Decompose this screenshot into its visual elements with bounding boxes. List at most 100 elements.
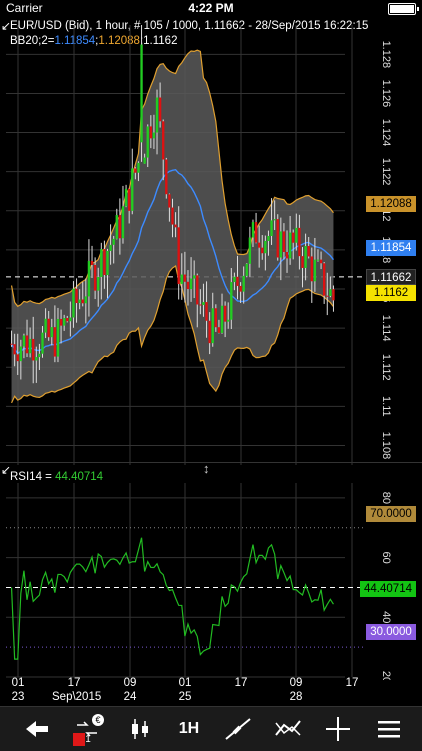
candle-bullish [248, 237, 252, 264]
currency-badge: 1 [85, 734, 91, 745]
candle-bullish [329, 289, 332, 296]
bb-lower-price-label: 1.1162 [366, 285, 416, 301]
back-button[interactable] [12, 707, 62, 751]
rsi-chart[interactable]: 80 60 40 20 [0, 465, 422, 680]
candle-bearish [199, 304, 202, 306]
candle-bullish [251, 222, 255, 238]
chart-type-button[interactable] [115, 707, 165, 751]
rsi-header: RSI14 = 44.40714 [10, 471, 103, 483]
candle-bearish [127, 188, 131, 211]
candle-bullish [230, 282, 233, 320]
candle-bullish [38, 353, 41, 358]
bb-upper-value: 1.11854 [54, 35, 96, 47]
candle-bearish [177, 227, 180, 284]
candle-bullish [112, 238, 115, 245]
candle-bearish [47, 318, 50, 338]
candle-bullish [109, 244, 112, 251]
price-chart[interactable]: 1.1281.1261.1241.1221.121.1181.1161.1141… [0, 15, 422, 465]
price-tick-label: 1.122 [380, 158, 392, 186]
bb-last-value: 1.1162 [143, 35, 178, 47]
candle-bearish [168, 194, 171, 208]
bollinger-lower-line [11, 264, 334, 404]
candle-bearish [285, 251, 289, 259]
clock: 4:22 PM [188, 1, 234, 15]
candle-bullish [192, 275, 196, 279]
candle-bullish [87, 260, 91, 297]
price-tick-label: 1.128 [380, 41, 392, 69]
candle-bullish [267, 235, 270, 241]
resize-handle-icon[interactable]: ↕ [203, 461, 210, 476]
menu-button[interactable] [364, 707, 414, 751]
candle-bullish [100, 249, 103, 277]
candle-bullish [19, 346, 23, 362]
candle-bearish [174, 224, 177, 228]
candle-bearish [165, 159, 168, 195]
x-tick-label: 17 [345, 677, 359, 689]
battery-icon [388, 3, 419, 15]
hamburger-menu-icon [378, 721, 400, 738]
rsi-expand-icon[interactable]: ↙ [1, 463, 12, 477]
candle-bearish [223, 305, 227, 322]
candle-bearish [307, 246, 310, 257]
price-tick-label: 1.126 [380, 80, 392, 108]
candle-bearish [310, 256, 313, 282]
candle-bullish [97, 276, 100, 291]
candle-bullish [211, 308, 214, 344]
candle-bearish [158, 97, 162, 122]
svg-text:€: € [95, 715, 100, 725]
candle-bullish [288, 232, 292, 259]
bollinger-middle-line [10, 168, 335, 355]
candle-bullish [316, 259, 320, 261]
candle-bearish [236, 276, 239, 286]
candle-bullish [69, 317, 72, 322]
candle-bearish [254, 222, 258, 243]
candle-bearish [53, 327, 57, 357]
candle-bullish [155, 97, 159, 133]
candle-bearish [75, 288, 78, 304]
candle-bearish [81, 299, 84, 304]
x-tick-label: 09 24 [123, 677, 137, 703]
indicator-button[interactable] [263, 707, 313, 751]
candle-bearish [103, 249, 106, 276]
trendline-icon [225, 718, 251, 740]
x-axis: 01 23 17 Sep\2015 09 24 01 25 17 09 28 17 [0, 676, 422, 706]
expand-icon[interactable]: ↙ [1, 19, 12, 33]
candle-bullish [180, 274, 183, 284]
candle-bullish [121, 206, 125, 239]
candle-bearish [292, 232, 295, 243]
arrow-left-icon [26, 721, 48, 737]
candle-bullish [28, 338, 32, 354]
candle-bearish [332, 289, 335, 301]
candle-bullish [313, 259, 317, 282]
rsi-level-high-label: 70.0000 [366, 506, 416, 522]
trendline-button[interactable] [213, 707, 263, 751]
candle-bullish [78, 299, 81, 304]
candle-bullish [189, 278, 193, 290]
candle-bearish [134, 168, 137, 173]
candle-bullish [202, 302, 205, 306]
candle-bearish [66, 318, 69, 322]
candle-bearish [162, 121, 165, 160]
candle-bearish [326, 295, 329, 297]
crosshair-button[interactable] [313, 707, 363, 751]
candle-bullish [50, 327, 53, 338]
symbol-info: EUR/USD (Bid), 1 hour, # 105 / 1000, 1.1… [10, 20, 369, 32]
chart-divider[interactable] [0, 462, 422, 463]
candle-bearish [10, 343, 13, 345]
rsi-tick-label: 80 [380, 492, 392, 504]
rsi-tick-label: 60 [380, 551, 392, 563]
candle-bearish [217, 327, 221, 333]
current-price-label: 1.11662 [366, 269, 416, 285]
x-tick-label: 17 Sep\2015 [52, 677, 102, 703]
currency-button[interactable]: € 1 [62, 707, 112, 751]
candle-bearish [239, 285, 242, 292]
rsi-line [10, 537, 334, 660]
timeframe-button[interactable]: 1H [178, 720, 200, 737]
x-tick-label: 01 25 [178, 677, 192, 703]
candle-bullish [72, 288, 75, 318]
rsi-tick-label: 40 [380, 611, 392, 623]
candle-bearish [13, 344, 16, 355]
candle-bullish [304, 246, 307, 268]
candle-bearish [93, 264, 97, 291]
rsi-level-low-label: 30.0000 [366, 624, 416, 640]
